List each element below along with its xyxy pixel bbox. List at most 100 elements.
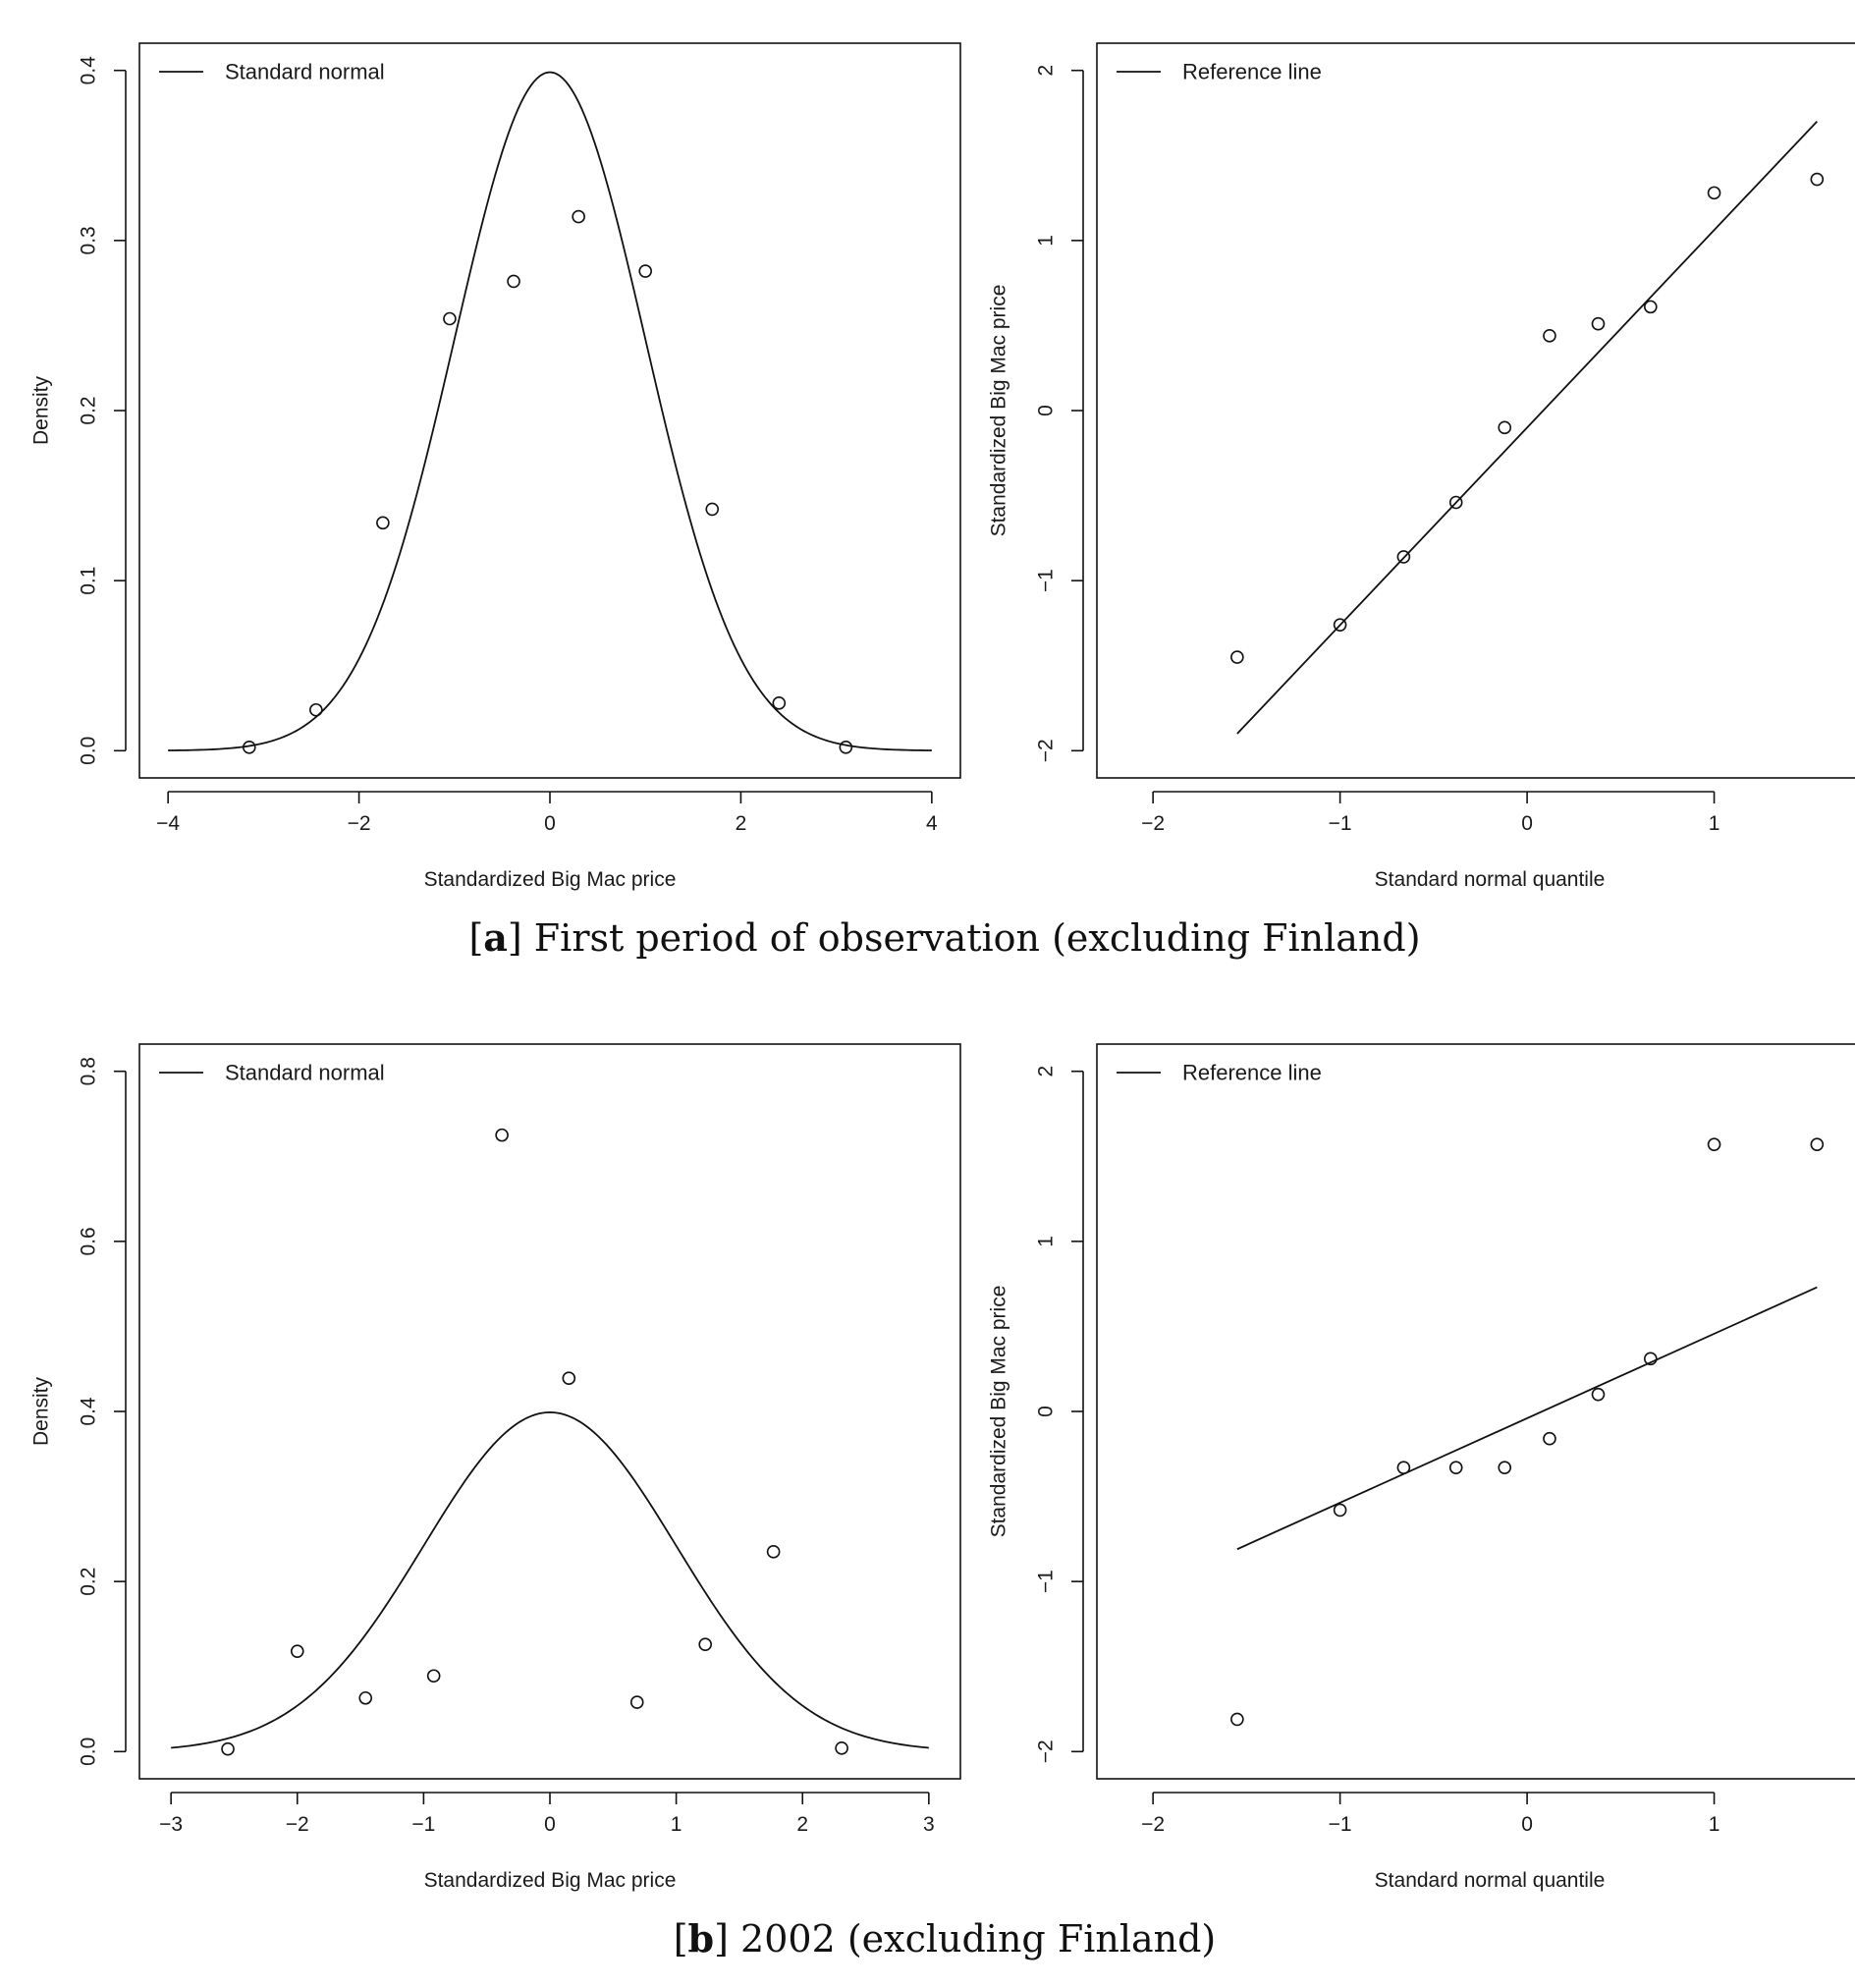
- caption-b: [b] 2002 (excluding Finland): [674, 1916, 1217, 1960]
- data-point: [572, 209, 585, 224]
- normal-density-curve: [171, 1411, 929, 1749]
- chart-a-density: −4 −2 0 2 4 0.0 0.1 0.2 0.3 0.4 Standardized Big M…: [30, 56, 938, 891]
- data-point: [426, 1669, 441, 1684]
- y-tick-label: 0.8: [78, 1057, 100, 1085]
- y-axis-title: Standardized Big Mac price: [988, 1286, 1010, 1538]
- data-point: [705, 502, 720, 517]
- chart-b-qq: −2 −1 0 1 −2 −1 0 1 2 Standard normal quantile Sta…: [988, 1061, 1825, 1892]
- data-point: [1396, 550, 1411, 564]
- data-point: [495, 1128, 509, 1142]
- y-tick-label: 0.0: [78, 737, 100, 765]
- x-tick-label: 1: [671, 1813, 682, 1836]
- data-point: [1396, 1461, 1411, 1474]
- y-tick-label: 0.1: [78, 567, 100, 595]
- x-axis-title: Standardized Big Mac price: [424, 868, 677, 891]
- data-point: [1707, 186, 1721, 200]
- data-point: [698, 1637, 712, 1652]
- y-tick-label: 0.2: [78, 1568, 100, 1596]
- y-tick-label: 0.0: [78, 1738, 100, 1766]
- y-tick-label: −1: [1035, 1570, 1058, 1593]
- y-axis-title: Density: [30, 1376, 53, 1446]
- data-point: [309, 702, 323, 717]
- data-point: [1707, 1137, 1721, 1151]
- x-axis-title: Standardized Big Mac price: [424, 1869, 677, 1892]
- panel-b-density-frame: [138, 1043, 961, 1780]
- y-tick-label: 0.2: [78, 396, 100, 424]
- data-point: [1644, 1352, 1658, 1366]
- data-point: [1591, 316, 1606, 331]
- y-tick-label: 1: [1035, 235, 1058, 247]
- legend-label: Standard normal: [225, 1061, 385, 1085]
- x-tick-label: −2: [1141, 812, 1165, 835]
- data-point: [507, 274, 520, 289]
- legend-label: Standard normal: [225, 60, 385, 84]
- legend-label: Reference line: [1182, 1061, 1322, 1085]
- data-point: [1543, 1431, 1556, 1446]
- data-point: [1333, 1503, 1347, 1518]
- plot-layer: −4 −2 0 2 4 0.0 0.1 0.2 0.3 0.4 Standardized Big M…: [30, 56, 1825, 1892]
- y-tick-label: 0: [1035, 1406, 1058, 1417]
- x-tick-label: −2: [348, 812, 371, 835]
- y-tick-label: 0.4: [78, 56, 100, 85]
- x-tick-label: 1: [1709, 812, 1720, 835]
- normal-density-curve: [168, 71, 932, 751]
- data-point: [1448, 1461, 1463, 1474]
- y-tick-label: −2: [1035, 739, 1058, 762]
- data-point: [1230, 1712, 1244, 1727]
- x-tick-label: 2: [736, 812, 747, 835]
- data-point: [1644, 300, 1658, 314]
- data-point: [1810, 1137, 1825, 1151]
- y-tick-label: 2: [1035, 1066, 1058, 1077]
- y-tick-label: 2: [1035, 65, 1058, 77]
- x-tick-label: 3: [923, 1813, 935, 1836]
- y-tick-label: −1: [1035, 569, 1058, 592]
- legend-label: Reference line: [1182, 60, 1322, 84]
- data-point: [242, 741, 256, 754]
- y-tick-label: 1: [1035, 1236, 1058, 1247]
- y-tick-label: 0.3: [78, 226, 100, 254]
- x-tick-label: −2: [1141, 1813, 1165, 1836]
- x-tick-label: −3: [159, 1813, 183, 1836]
- chart-a-qq: −2 −1 0 1 −2 −1 0 1 2 Standard normal quantile Sta…: [988, 60, 1825, 891]
- x-tick-label: −1: [1329, 1813, 1352, 1836]
- y-tick-label: 0: [1035, 405, 1058, 416]
- data-point: [376, 516, 390, 530]
- data-point: [1333, 618, 1347, 632]
- data-point: [835, 1741, 848, 1755]
- data-point: [562, 1371, 576, 1386]
- plot-area: [1230, 1137, 1825, 1727]
- data-point: [1448, 495, 1463, 510]
- data-point: [1543, 329, 1556, 343]
- reference-line: [1236, 1286, 1818, 1551]
- data-point: [1230, 650, 1244, 664]
- x-axis-title: Standard normal quantile: [1375, 1869, 1606, 1892]
- data-point: [1498, 1461, 1512, 1474]
- y-axis-title: Standardized Big Mac price: [988, 285, 1010, 537]
- data-point: [839, 741, 853, 754]
- caption-a: [a] First period of observation (excludi…: [468, 915, 1420, 960]
- x-tick-label: 0: [544, 1813, 556, 1836]
- panel-b-qq-frame: [1096, 1043, 1855, 1780]
- x-tick-label: 0: [1521, 1813, 1533, 1836]
- y-tick-label: 0.6: [78, 1227, 100, 1255]
- data-point: [290, 1644, 304, 1658]
- x-tick-label: 0: [544, 812, 556, 835]
- x-tick-label: 2: [796, 1813, 808, 1836]
- x-tick-label: 4: [926, 812, 938, 835]
- reference-line: [1236, 121, 1818, 735]
- data-point: [772, 696, 787, 710]
- panel-a-qq-frame: [1096, 42, 1855, 779]
- x-tick-label: −1: [411, 1813, 435, 1836]
- x-axis-title: Standard normal quantile: [1375, 868, 1606, 891]
- data-point: [1810, 172, 1825, 187]
- plot-area: [168, 71, 932, 754]
- x-tick-label: 1: [1709, 1813, 1720, 1836]
- x-tick-label: −1: [1329, 812, 1352, 835]
- data-point: [629, 1695, 644, 1709]
- data-point: [221, 1741, 235, 1756]
- y-tick-label: 0.4: [78, 1397, 100, 1426]
- y-tick-label: −2: [1035, 1740, 1058, 1763]
- data-point: [1498, 420, 1512, 435]
- x-tick-label: 0: [1521, 812, 1533, 835]
